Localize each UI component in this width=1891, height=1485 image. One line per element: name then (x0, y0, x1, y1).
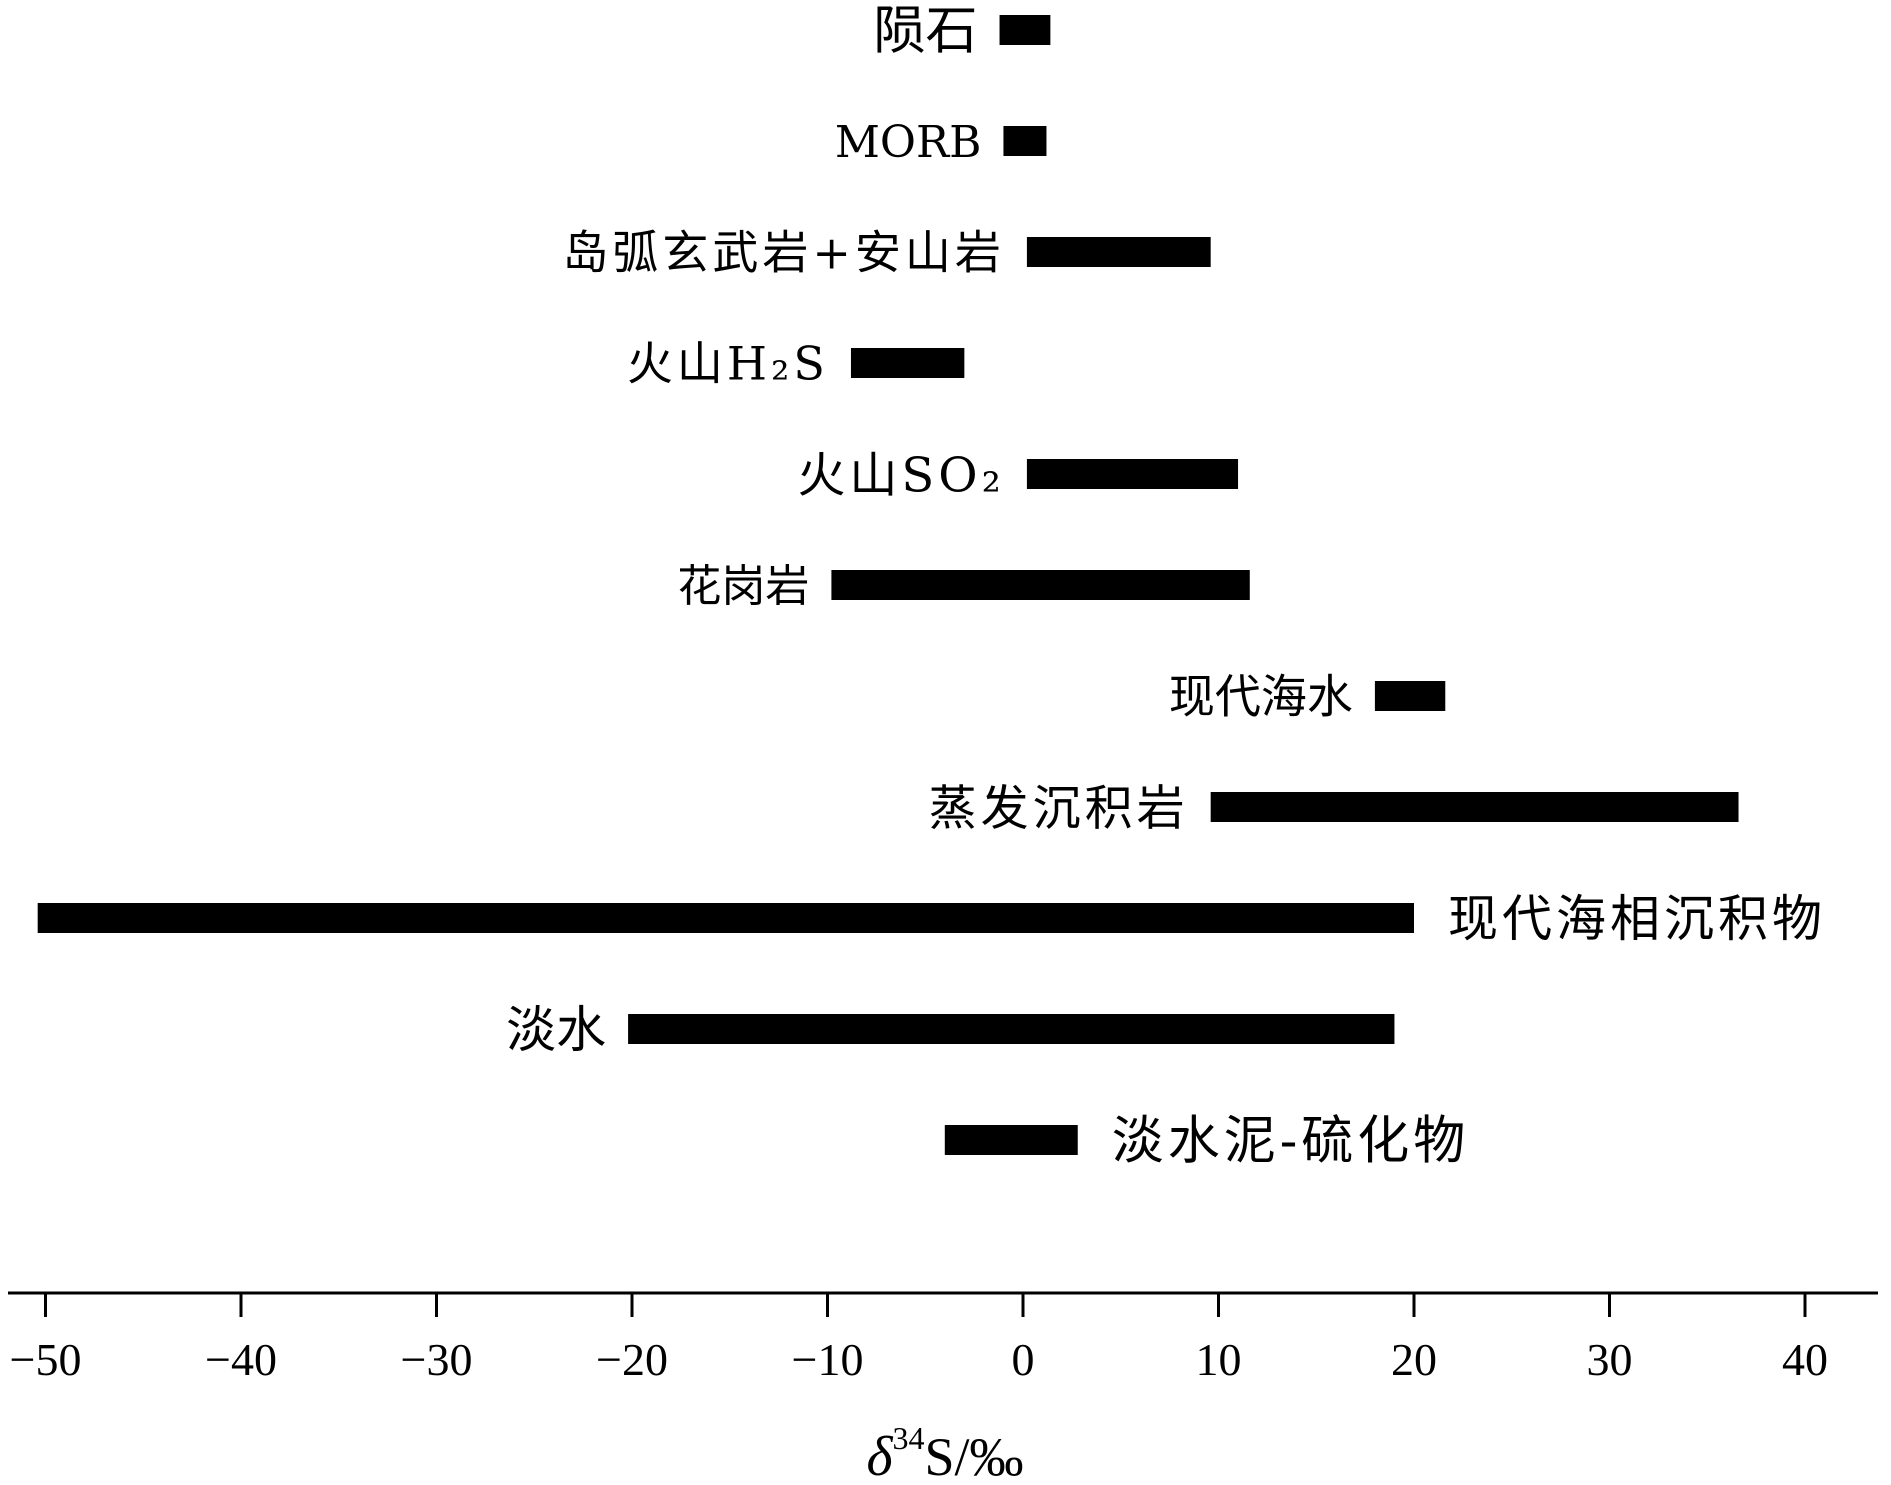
range-bar (628, 1014, 1395, 1044)
x-tick-label: −20 (596, 1334, 668, 1385)
x-tick-label: 10 (1196, 1334, 1242, 1385)
range-bar (37, 903, 1414, 933)
x-tick-label: −10 (792, 1334, 864, 1385)
category-label: 岛弧玄武岩+安山岩 (562, 226, 1005, 280)
category-label: 淡水 (506, 1001, 606, 1059)
category-label: 火山H₂S (627, 337, 829, 391)
range-bar (850, 348, 965, 378)
category-label: 陨石 (874, 2, 978, 62)
range-bar (1026, 459, 1239, 489)
x-axis: −50 −40 −30 −20 −10 0 10 20 30 40 (8, 1291, 1878, 1385)
x-tick-label: 0 (1012, 1334, 1035, 1385)
category-label: 花岗岩 (677, 561, 809, 612)
range-bar (1210, 792, 1739, 822)
range-bar (1003, 126, 1047, 156)
range-bar (831, 570, 1250, 600)
range-bar (999, 15, 1051, 45)
range-bar (944, 1125, 1078, 1155)
x-axis-label: δ34S/‰ (866, 1420, 1023, 1485)
range-bars (37, 15, 1739, 1155)
x-tick-label: −40 (205, 1334, 277, 1385)
x-tick-label: 40 (1782, 1334, 1828, 1385)
x-tick-label: −50 (10, 1334, 82, 1385)
x-tick-label: 20 (1391, 1334, 1437, 1385)
range-bar (1026, 237, 1211, 267)
category-label: MORB (835, 117, 982, 168)
category-label: 火山SO₂ (797, 447, 1004, 503)
category-label: 现代海相沉积物 (1448, 890, 1826, 948)
category-label: 现代海水 (1169, 670, 1353, 724)
x-tick-label: 30 (1587, 1334, 1633, 1385)
range-bar (1374, 681, 1446, 711)
category-label: 淡水泥-硫化物 (1112, 1112, 1470, 1172)
category-label: 蒸发沉积岩 (929, 780, 1189, 836)
x-tick-label: −30 (401, 1334, 473, 1385)
